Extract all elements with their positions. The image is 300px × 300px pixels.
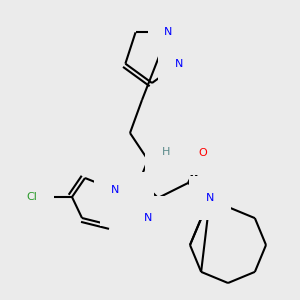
Text: N: N [129, 189, 137, 199]
Text: Cl: Cl [26, 192, 37, 202]
Text: H: H [117, 199, 125, 209]
Text: N: N [174, 59, 183, 69]
Text: N: N [111, 185, 119, 195]
Text: N: N [206, 193, 214, 203]
Text: H: H [162, 147, 170, 157]
Text: O: O [199, 148, 207, 158]
Text: N: N [164, 27, 172, 37]
Text: N: N [144, 213, 152, 223]
